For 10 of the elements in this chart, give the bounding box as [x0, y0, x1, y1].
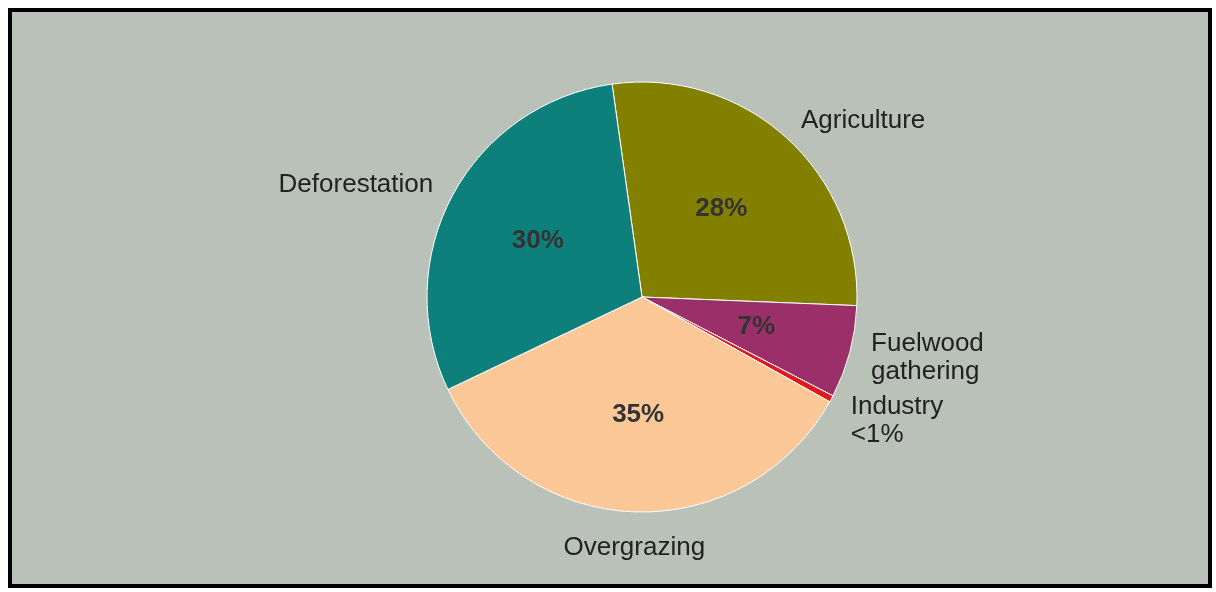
data-label: 30% [511, 223, 564, 254]
slice-label: Overgrazing [563, 530, 706, 561]
data-label: 28% [695, 192, 748, 223]
slice-label: Agriculture [801, 104, 926, 135]
data-label: 35% [612, 398, 665, 429]
slice-label: Industry [850, 390, 944, 421]
data-label: <1% [850, 418, 904, 449]
slice-label: Deforestation [278, 167, 434, 198]
data-label: 7% [737, 310, 776, 341]
slice-label: Fuelwood gathering [871, 326, 984, 385]
